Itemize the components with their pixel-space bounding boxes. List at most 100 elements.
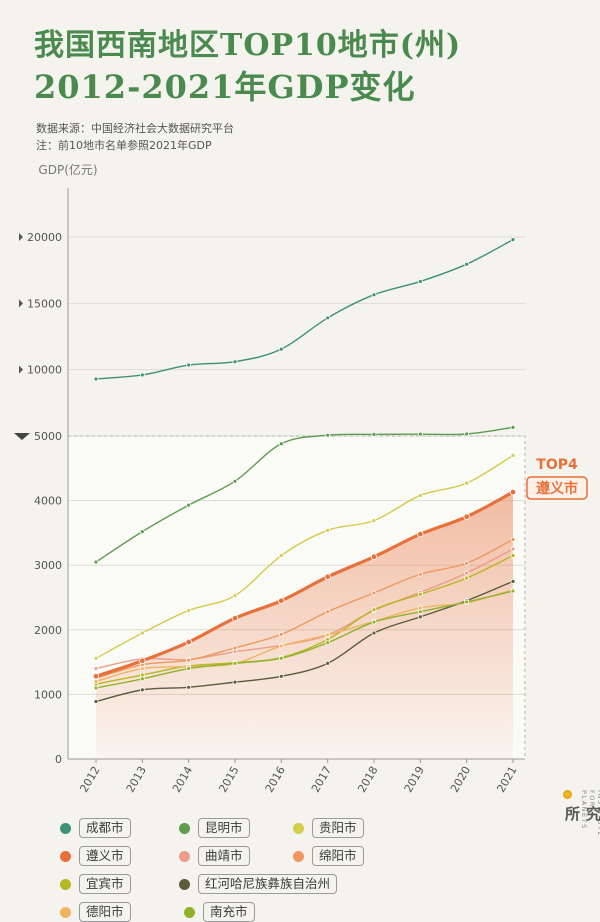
legend-label: 昆明市 <box>198 818 250 838</box>
legend-label: 曲靖市 <box>198 846 250 866</box>
legend-item: 遵义市 <box>60 846 179 866</box>
data-point-2-2012 <box>93 655 99 661</box>
data-point-2-2018 <box>371 518 377 524</box>
y-tick-label-5000: 5000 <box>34 430 62 443</box>
data-point-2-2020 <box>464 480 470 486</box>
series-line-0 <box>95 239 514 380</box>
y-tick-label-3000: 3000 <box>34 559 62 572</box>
data-point-2-2013 <box>139 630 145 636</box>
legend-item: 曲靖市 <box>179 846 293 866</box>
data-point-0-2016 <box>278 346 284 352</box>
legend-item: 成都市 <box>60 818 179 838</box>
data-point-3-2016 <box>278 597 285 604</box>
data-point-2-2015 <box>232 593 238 598</box>
data-point-0-2013 <box>139 372 145 378</box>
data-point-0-2019 <box>417 279 423 284</box>
data-point-1-2014 <box>186 502 192 508</box>
legend-swatch <box>60 850 71 862</box>
y-tick-marker-15000 <box>19 299 23 308</box>
data-point-2-2016 <box>278 553 284 558</box>
data-point-9-2012 <box>93 685 99 691</box>
data-point-1-2013 <box>139 529 145 535</box>
legend-label: 贵阳市 <box>312 818 364 838</box>
data-point-3-2019 <box>417 530 424 538</box>
data-point-0-2021 <box>510 237 516 243</box>
data-point-9-2017 <box>325 640 331 646</box>
data-point-5-2015 <box>232 645 238 651</box>
highlight-city-box <box>526 476 588 500</box>
data-point-7-2015 <box>232 679 238 685</box>
data-point-6-2019 <box>417 591 423 597</box>
data-point-0-2015 <box>232 359 238 365</box>
series-line-8 <box>95 589 514 683</box>
legend-label: 南充市 <box>203 902 255 922</box>
legend-swatch <box>60 878 71 890</box>
legend-label: 宜宾市 <box>79 874 131 894</box>
series-line-9 <box>95 590 514 689</box>
legend-label: 德阳市 <box>79 902 131 922</box>
y-tick-label-1000: 1000 <box>34 688 62 701</box>
data-point-1-2012 <box>93 559 99 565</box>
y-tick-label-15000: 15000 <box>27 297 62 310</box>
chart-title-line-2: 2012-2021年GDP变化 <box>34 68 416 106</box>
axis-break-marker <box>14 433 30 440</box>
x-tick-label-2018: 2018 <box>355 764 380 795</box>
data-point-8-2013 <box>139 666 145 671</box>
data-point-2-2019 <box>417 493 423 498</box>
x-tick-label-2014: 2014 <box>170 764 195 795</box>
x-tick-label-2016: 2016 <box>263 764 288 795</box>
legend-label: 成都市 <box>79 818 131 838</box>
data-point-3-2017 <box>324 573 331 581</box>
data-point-7-2014 <box>186 684 192 690</box>
y-axis-label: GDP(亿元) <box>38 162 97 177</box>
data-point-9-2018 <box>371 619 377 625</box>
data-point-8-2019 <box>417 605 423 611</box>
legend-swatch <box>179 850 190 862</box>
x-tick-label-2021: 2021 <box>494 764 519 795</box>
brand-english: INSTITUTE FOR PLANETS <box>580 790 600 838</box>
data-point-1-2015 <box>232 478 238 484</box>
data-point-9-2021 <box>510 588 516 594</box>
data-point-5-2020 <box>464 560 470 566</box>
data-point-3-2014 <box>185 638 192 646</box>
data-point-7-2012 <box>93 699 99 704</box>
y-tick-label-2000: 2000 <box>34 624 62 637</box>
data-point-5-2019 <box>417 571 423 577</box>
data-point-8-2017 <box>325 632 331 638</box>
data-point-0-2014 <box>186 362 192 368</box>
data-point-9-2015 <box>232 660 238 666</box>
data-point-5-2021 <box>510 536 516 542</box>
data-point-3-2020 <box>463 513 470 520</box>
y-tick-marker-10000 <box>19 365 23 374</box>
data-point-6-2013 <box>139 672 145 678</box>
y-tick-marker-20000 <box>19 233 23 241</box>
data-point-2-2017 <box>325 527 331 533</box>
series-line-5 <box>95 538 514 679</box>
data-point-9-2013 <box>139 676 145 682</box>
brand-logo: INSTITUTE FOR PLANETS 星球研究所 <box>560 790 600 837</box>
data-point-8-2016 <box>278 643 284 649</box>
data-point-4-2015 <box>232 649 238 655</box>
x-tick-label-2019: 2019 <box>402 764 427 795</box>
data-source-note: 数据来源：中国经济社会大数据研究平台 <box>36 122 234 135</box>
data-point-5-2016 <box>278 631 284 637</box>
data-point-7-2016 <box>278 673 284 679</box>
data-point-4-2020 <box>464 570 470 576</box>
data-point-4-2012 <box>93 666 99 671</box>
y-tick-label-0: 0 <box>55 753 62 766</box>
data-point-1-2017 <box>325 432 331 438</box>
data-point-6-2021 <box>510 553 516 558</box>
series-line-7 <box>95 580 514 703</box>
series-line-2 <box>95 454 514 659</box>
highlight-city-label: 遵义市 <box>536 480 578 497</box>
data-point-3-2018 <box>370 553 378 561</box>
data-point-3-2012 <box>92 673 100 680</box>
legend: 成都市 昆明市 贵阳市 遵义市 曲靖市 绵阳市 宜宾市 红河哈尼族彝族自治州 德阳市 南充市 <box>60 818 530 922</box>
data-point-3-2013 <box>139 657 146 665</box>
footnote: 注：前10地市名单参照2021年GDP <box>36 139 212 152</box>
data-point-7-2021 <box>510 578 516 584</box>
data-point-6-2018 <box>371 607 377 613</box>
data-point-2-2021 <box>510 452 516 458</box>
legend-item: 红河哈尼族彝族自治州 <box>179 874 417 894</box>
data-point-8-2012 <box>93 679 99 684</box>
